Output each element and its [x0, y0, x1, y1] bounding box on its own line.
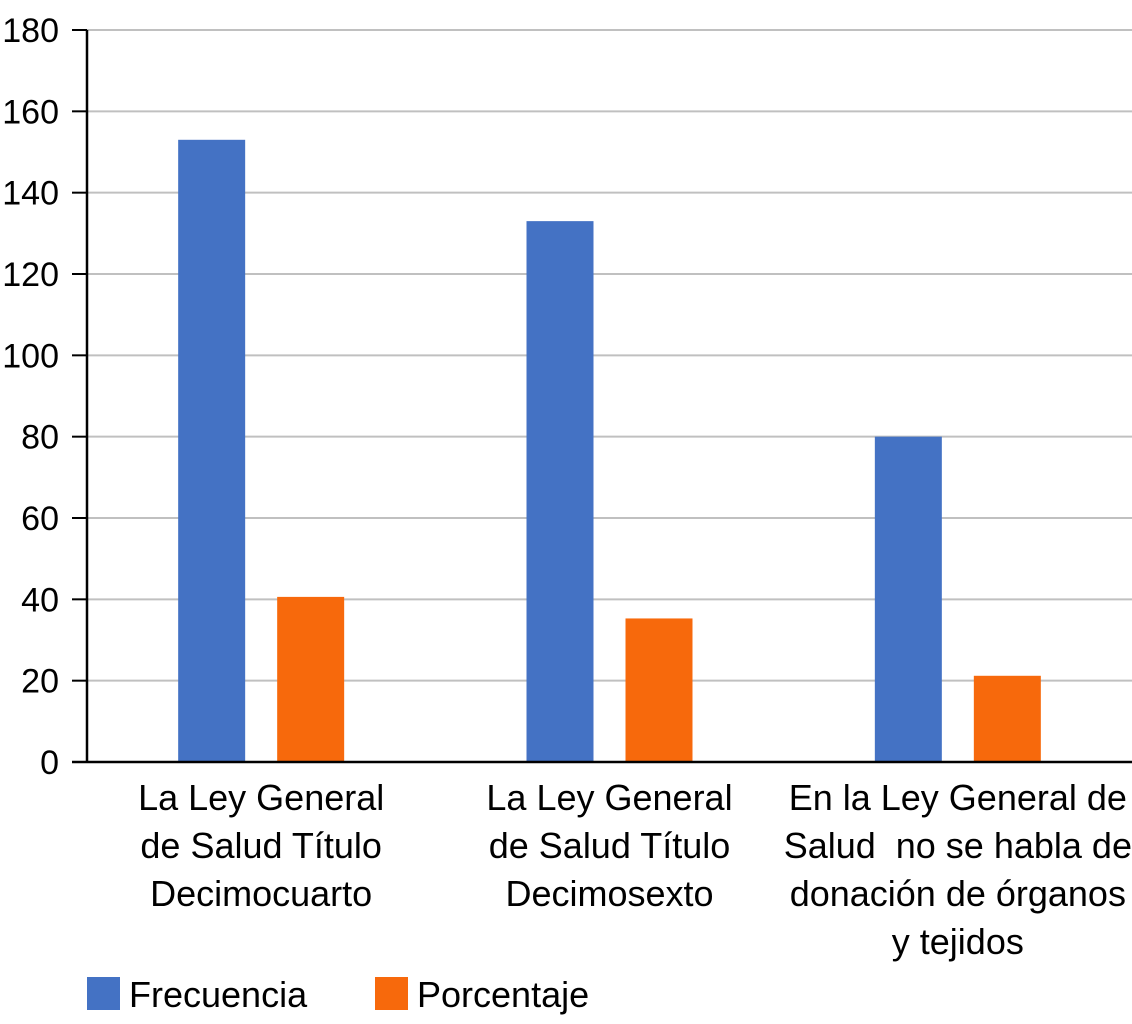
bar-frecuencia: [526, 221, 594, 763]
x-category-label-line: En la Ley General de: [789, 777, 1127, 818]
bar-porcentaje: [277, 596, 345, 762]
x-axis-labels: La Ley General de Salud Título Decimocuart…: [138, 777, 1132, 962]
bar-porcentaje: [625, 618, 693, 762]
y-axis-ticks: 0 20 40 60 80 100 120 140 160 180: [2, 12, 87, 782]
legend-label-porcentaje: Porcentaje: [417, 974, 589, 1015]
legend-swatch-frecuencia: [87, 977, 120, 1010]
y-tick-label: 40: [21, 581, 59, 619]
x-category-label-line: donación de órganos: [790, 873, 1126, 914]
x-category-label-line: de Salud Título: [489, 825, 731, 866]
y-tick-label: 140: [2, 175, 59, 213]
y-tick-label: 120: [2, 256, 59, 294]
x-category-label: La Ley General de Salud Título Decimocuart…: [138, 777, 384, 914]
x-category-label-line: La Ley General: [138, 777, 384, 818]
x-category-label-line: La Ley General: [486, 777, 732, 818]
legend: Frecuencia Porcentaje: [87, 974, 589, 1015]
x-category-label: La Ley General de Salud Título Decimosexto: [486, 777, 732, 914]
y-tick-label: 0: [40, 744, 59, 782]
x-category-label-line: Salud no se habla de: [784, 825, 1132, 866]
y-tick-label: 100: [2, 337, 59, 375]
y-tick-label: 60: [21, 500, 59, 538]
bar-frecuencia: [874, 436, 942, 762]
y-tick-label: 160: [2, 93, 59, 131]
legend-label-frecuencia: Frecuencia: [129, 974, 308, 1015]
gridlines: [87, 29, 1132, 682]
bars: [178, 139, 1041, 763]
y-tick-label: 180: [2, 12, 59, 50]
bar-porcentaje: [973, 675, 1041, 762]
x-category-label-line: y tejidos: [892, 921, 1024, 962]
bar-frecuencia: [178, 139, 246, 763]
y-tick-label: 80: [21, 419, 59, 457]
x-category-label-line: Decimocuarto: [150, 873, 372, 914]
axes: [72, 30, 1132, 764]
x-category-label: En la Ley General de Salud no se habla de…: [784, 777, 1132, 962]
legend-swatch-porcentaje: [375, 977, 408, 1010]
y-tick-label: 20: [21, 663, 59, 701]
x-category-label-line: de Salud Título: [140, 825, 382, 866]
x-category-label-line: Decimosexto: [505, 873, 713, 914]
